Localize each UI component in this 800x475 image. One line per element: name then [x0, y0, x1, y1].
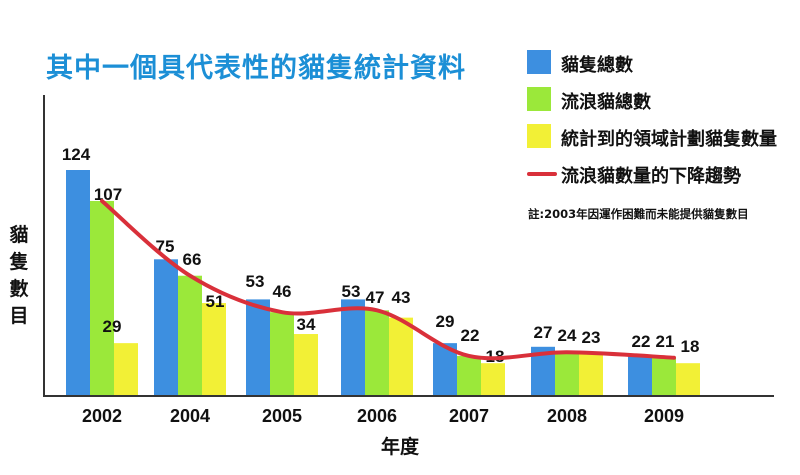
legend-label-tnr: 統計到的領域計劃貓隻數量 [561, 129, 777, 150]
x-tick-label-2007: 2007 [449, 406, 489, 426]
bar-2009-s0 [628, 355, 652, 396]
value-label-2008-s2: 23 [582, 328, 601, 347]
legend-label-total: 貓隻總數 [561, 55, 633, 76]
tick-labels-group: 2002 2004 2005 2006 2007 2008 2009 [82, 406, 684, 426]
bar-2007-s1 [457, 355, 481, 396]
bar-2002-s2 [114, 343, 138, 396]
value-label-2009-s1: 21 [656, 332, 675, 351]
bar-2008-s1 [555, 352, 579, 396]
value-label-2009-s2: 18 [681, 337, 700, 356]
value-label-2007-s1: 22 [461, 326, 480, 345]
value-label-2008-s1: 24 [558, 326, 577, 345]
value-label-2006-s2: 43 [392, 288, 411, 307]
value-label-2002-s0: 124 [62, 145, 91, 164]
value-label-2007-s0: 29 [436, 312, 455, 331]
bar-2006-s0 [341, 299, 365, 396]
bar-2002-s0 [66, 170, 90, 396]
bar-2004-s1 [178, 275, 202, 396]
value-label-2002-s2: 29 [103, 317, 122, 336]
legend-label-stray: 流浪貓總數 [561, 92, 651, 113]
value-label-2006-s0: 53 [342, 282, 361, 301]
bar-2002-s1 [90, 200, 114, 396]
value-label-2004-s2: 51 [206, 292, 225, 311]
legend-swatch-stray [527, 87, 551, 111]
chart-title: 其中一個具代表性的貓隻統計資料 [46, 53, 466, 84]
x-tick-label-2006: 2006 [357, 406, 397, 426]
bar-2005-s0 [246, 299, 270, 396]
bar-2006-s1 [365, 310, 389, 396]
bars-group [66, 170, 700, 396]
value-label-2002-s1: 107 [94, 185, 122, 204]
value-label-2005-s2: 34 [297, 315, 316, 334]
bar-2005-s2 [294, 334, 318, 396]
x-tick-label-2005: 2005 [262, 406, 302, 426]
bar-2004-s0 [154, 259, 178, 396]
value-label-2008-s0: 27 [534, 323, 553, 342]
bar-2009-s1 [652, 357, 676, 396]
x-tick-label-2009: 2009 [644, 406, 684, 426]
bar-2007-s2 [481, 363, 505, 396]
legend-swatch-trend [527, 172, 557, 176]
bar-2006-s2 [389, 317, 413, 396]
value-label-2009-s0: 22 [632, 332, 651, 351]
bar-2005-s1 [270, 312, 294, 396]
value-label-2005-s0: 53 [246, 272, 265, 291]
trend-line-group [100, 198, 676, 361]
trend-line [100, 198, 676, 361]
bar-2009-s2 [676, 363, 700, 396]
x-tick-label-2002: 2002 [82, 406, 122, 426]
x-tick-label-2008: 2008 [547, 406, 587, 426]
y-axis-label: 貓隻數目 [9, 224, 29, 327]
axes-group [43, 95, 774, 397]
x-axis-label: 年度 [380, 436, 419, 458]
legend-swatch-total [527, 50, 551, 74]
legend-label-trend: 流浪貓數量的下降趨勢 [561, 166, 741, 187]
bar-2008-s2 [579, 354, 603, 396]
x-tick-label-2004: 2004 [170, 406, 210, 426]
footnote: 註:2003年因運作困難而未能提供貓隻數目 [528, 207, 749, 221]
value-label-2005-s1: 46 [273, 282, 292, 301]
value-label-2004-s1: 66 [183, 250, 202, 269]
bar-2004-s2 [202, 303, 226, 396]
legend-swatch-tnr [527, 124, 551, 148]
value-label-2006-s1: 47 [366, 288, 385, 307]
